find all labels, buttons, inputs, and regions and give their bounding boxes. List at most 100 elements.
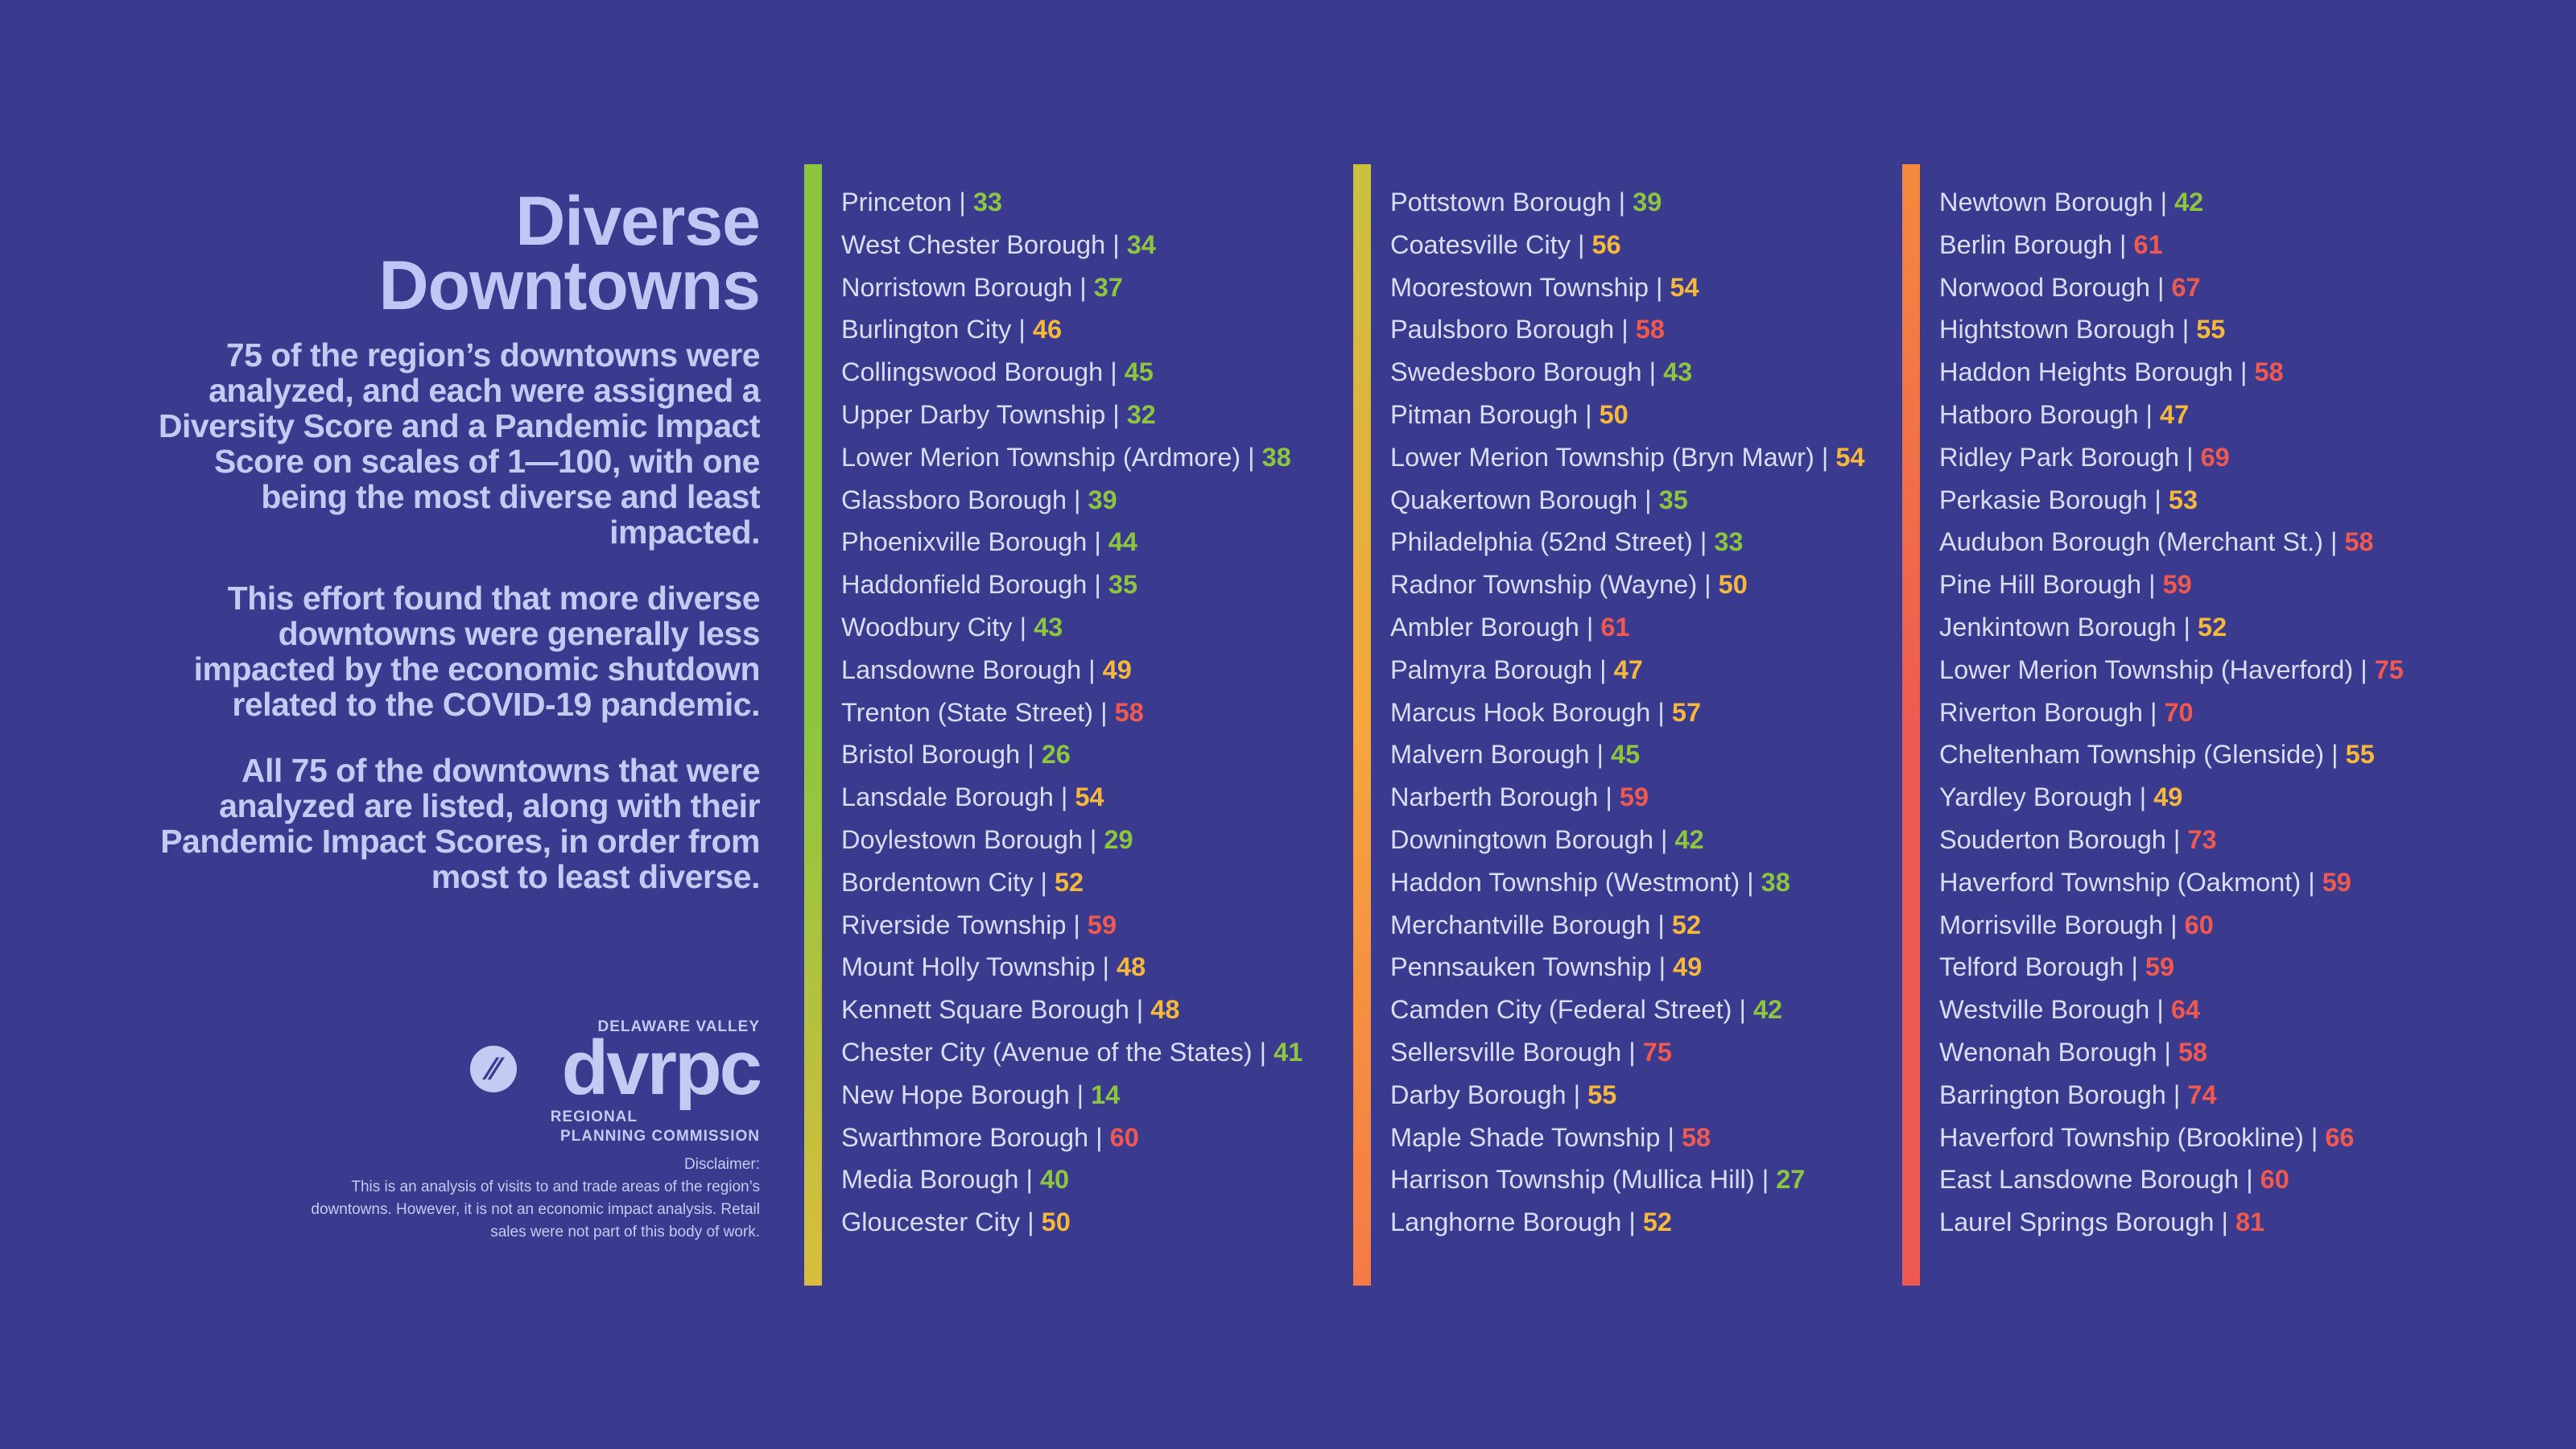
list-item: Doylestown Borough | 29 (841, 823, 1302, 865)
list-item: Langhorne Borough | 52 (1390, 1205, 1864, 1248)
column-color-bar (804, 164, 822, 1286)
list-item: Haverford Township (Brookline) | 66 (1939, 1121, 2404, 1163)
downtown-name: Merchantville Borough (1390, 910, 1651, 939)
downtown-name: Wenonah Borough (1939, 1037, 2157, 1067)
list-item: Burlington City | 46 (841, 312, 1302, 355)
downtown-name: Pitman Borough (1390, 399, 1579, 429)
downtown-list: Pottstown Borough | 39 Coatesville City |… (1390, 185, 1864, 1248)
separator: | (1650, 697, 1672, 727)
downtown-list: Newtown Borough | 42 Berlin Borough | 61 N… (1939, 185, 2404, 1248)
downtown-name: Gloucester City (841, 1208, 1021, 1237)
downtown-name: Narberth Borough (1390, 782, 1599, 812)
list-item: Downingtown Borough | 42 (1390, 823, 1864, 865)
column-color-bar (1353, 164, 1371, 1286)
list-item: Darby Borough | 55 (1390, 1078, 1864, 1121)
impact-score: 37 (1093, 272, 1123, 302)
logo-sub-text-1: REGIONAL (550, 1108, 638, 1125)
downtown-name: Mount Holly Township (841, 952, 1096, 982)
list-item: New Hope Borough | 14 (841, 1078, 1302, 1121)
impact-score: 56 (1591, 229, 1621, 259)
separator: | (1067, 485, 1088, 514)
list-item: Swarthmore Borough | 60 (841, 1121, 1302, 1163)
impact-score: 59 (1087, 910, 1117, 939)
downtown-name: Cheltenham Township (Glenside) (1939, 740, 2325, 770)
downtown-name: Westville Borough (1939, 995, 2150, 1025)
list-item: Lower Merion Township (Ardmore) | 38 (841, 440, 1302, 483)
impact-score: 54 (1835, 442, 1865, 472)
list-item: Lansdale Borough | 54 (841, 780, 1302, 823)
downtown-name: Media Borough (841, 1165, 1019, 1195)
impact-score: 75 (2374, 654, 2404, 684)
impact-score: 46 (1032, 315, 1063, 345)
downtown-name: Ridley Park Borough (1939, 442, 2180, 472)
downtown-name: Norristown Borough (841, 272, 1073, 302)
list-item: Sellersville Borough | 75 (1390, 1035, 1864, 1078)
list-item: Barrington Borough | 74 (1939, 1078, 2404, 1121)
downtown-name: Haddon Township (Westmont) (1390, 867, 1740, 897)
downtown-name: Souderton Borough (1939, 824, 2166, 854)
separator: | (1105, 399, 1127, 429)
impact-score: 58 (1635, 315, 1665, 345)
list-item: Gloucester City | 50 (841, 1205, 1302, 1248)
list-item: East Lansdowne Borough | 60 (1939, 1162, 2404, 1205)
impact-score: 50 (1599, 399, 1629, 429)
impact-score: 35 (1658, 485, 1688, 514)
downtown-name: Kennett Square Borough (841, 995, 1129, 1025)
downtown-name: Malvern Borough (1390, 740, 1590, 770)
list-item: Mount Holly Township | 48 (841, 950, 1302, 993)
separator: | (2353, 654, 2375, 684)
list-item: Pitman Borough | 50 (1390, 398, 1864, 440)
impact-score: 61 (1600, 612, 1630, 642)
downtown-name: Haverford Township (Brookline) (1939, 1122, 2304, 1152)
downtown-name: Swarthmore Borough (841, 1122, 1089, 1152)
list-item: Haddon Heights Borough | 58 (1939, 355, 2404, 398)
intro-paragraph-1: 75 of the region’s downtowns were analyz… (158, 336, 761, 551)
downtown-name: Haverford Township (Oakmont) (1939, 867, 2301, 897)
impact-score: 57 (1671, 697, 1702, 727)
separator: | (1578, 399, 1600, 429)
separator: | (1814, 442, 1836, 472)
downtown-name: West Chester Borough (841, 229, 1106, 259)
impact-score: 47 (2160, 399, 2190, 429)
impact-score: 52 (1642, 1208, 1672, 1237)
list-item: Collingswood Borough | 45 (841, 355, 1302, 398)
separator: | (1105, 229, 1127, 259)
impact-score: 42 (1674, 824, 1704, 854)
impact-score: 59 (1619, 782, 1649, 812)
downtown-name: Perkasie Borough (1939, 485, 2148, 514)
impact-score: 58 (2178, 1037, 2208, 1067)
impact-score: 26 (1041, 740, 1071, 770)
list-item: Narberth Borough | 59 (1390, 780, 1864, 823)
list-item: Lansdowne Borough | 49 (841, 653, 1302, 696)
impact-score: 50 (1718, 570, 1748, 600)
separator: | (1754, 1165, 1777, 1195)
impact-score: 60 (2260, 1165, 2289, 1195)
impact-score: 55 (2196, 315, 2226, 345)
list-item: Maple Shade Township | 58 (1390, 1121, 1864, 1163)
downtown-name: Ambler Borough (1390, 612, 1579, 642)
list-item: Audubon Borough (Merchant St.) | 58 (1939, 525, 2404, 568)
impact-score: 74 (2187, 1080, 2217, 1109)
list-item: Telford Borough | 59 (1939, 950, 2404, 993)
downtown-name: Palmyra Borough (1390, 654, 1593, 684)
impact-score: 69 (2200, 442, 2230, 472)
impact-score: 58 (2344, 527, 2374, 557)
separator: | (2214, 1208, 2235, 1237)
impact-score: 81 (2235, 1208, 2265, 1237)
downtown-name: Bordentown City (841, 867, 1034, 897)
list-item: Riverside Township | 59 (841, 908, 1302, 951)
impact-score: 48 (1150, 995, 1180, 1025)
downtown-name: Phoenixville Borough (841, 527, 1088, 557)
list-item: Morrisville Borough | 60 (1939, 908, 2404, 951)
downtown-name: Yardley Borough (1939, 782, 2132, 812)
separator: | (2239, 1165, 2260, 1195)
separator: | (1053, 782, 1075, 812)
separator: | (1732, 995, 1753, 1025)
downtown-name: Langhorne Borough (1390, 1208, 1622, 1237)
downtown-name: Riverside Township (841, 910, 1067, 939)
intro-paragraph-3: All 75 of the downtowns that were analyz… (160, 752, 760, 895)
separator: | (2322, 527, 2345, 557)
list-item: Coatesville City | 56 (1390, 228, 1864, 270)
separator: | (2165, 1080, 2188, 1109)
downtown-name: Radnor Township (Wayne) (1390, 570, 1698, 600)
